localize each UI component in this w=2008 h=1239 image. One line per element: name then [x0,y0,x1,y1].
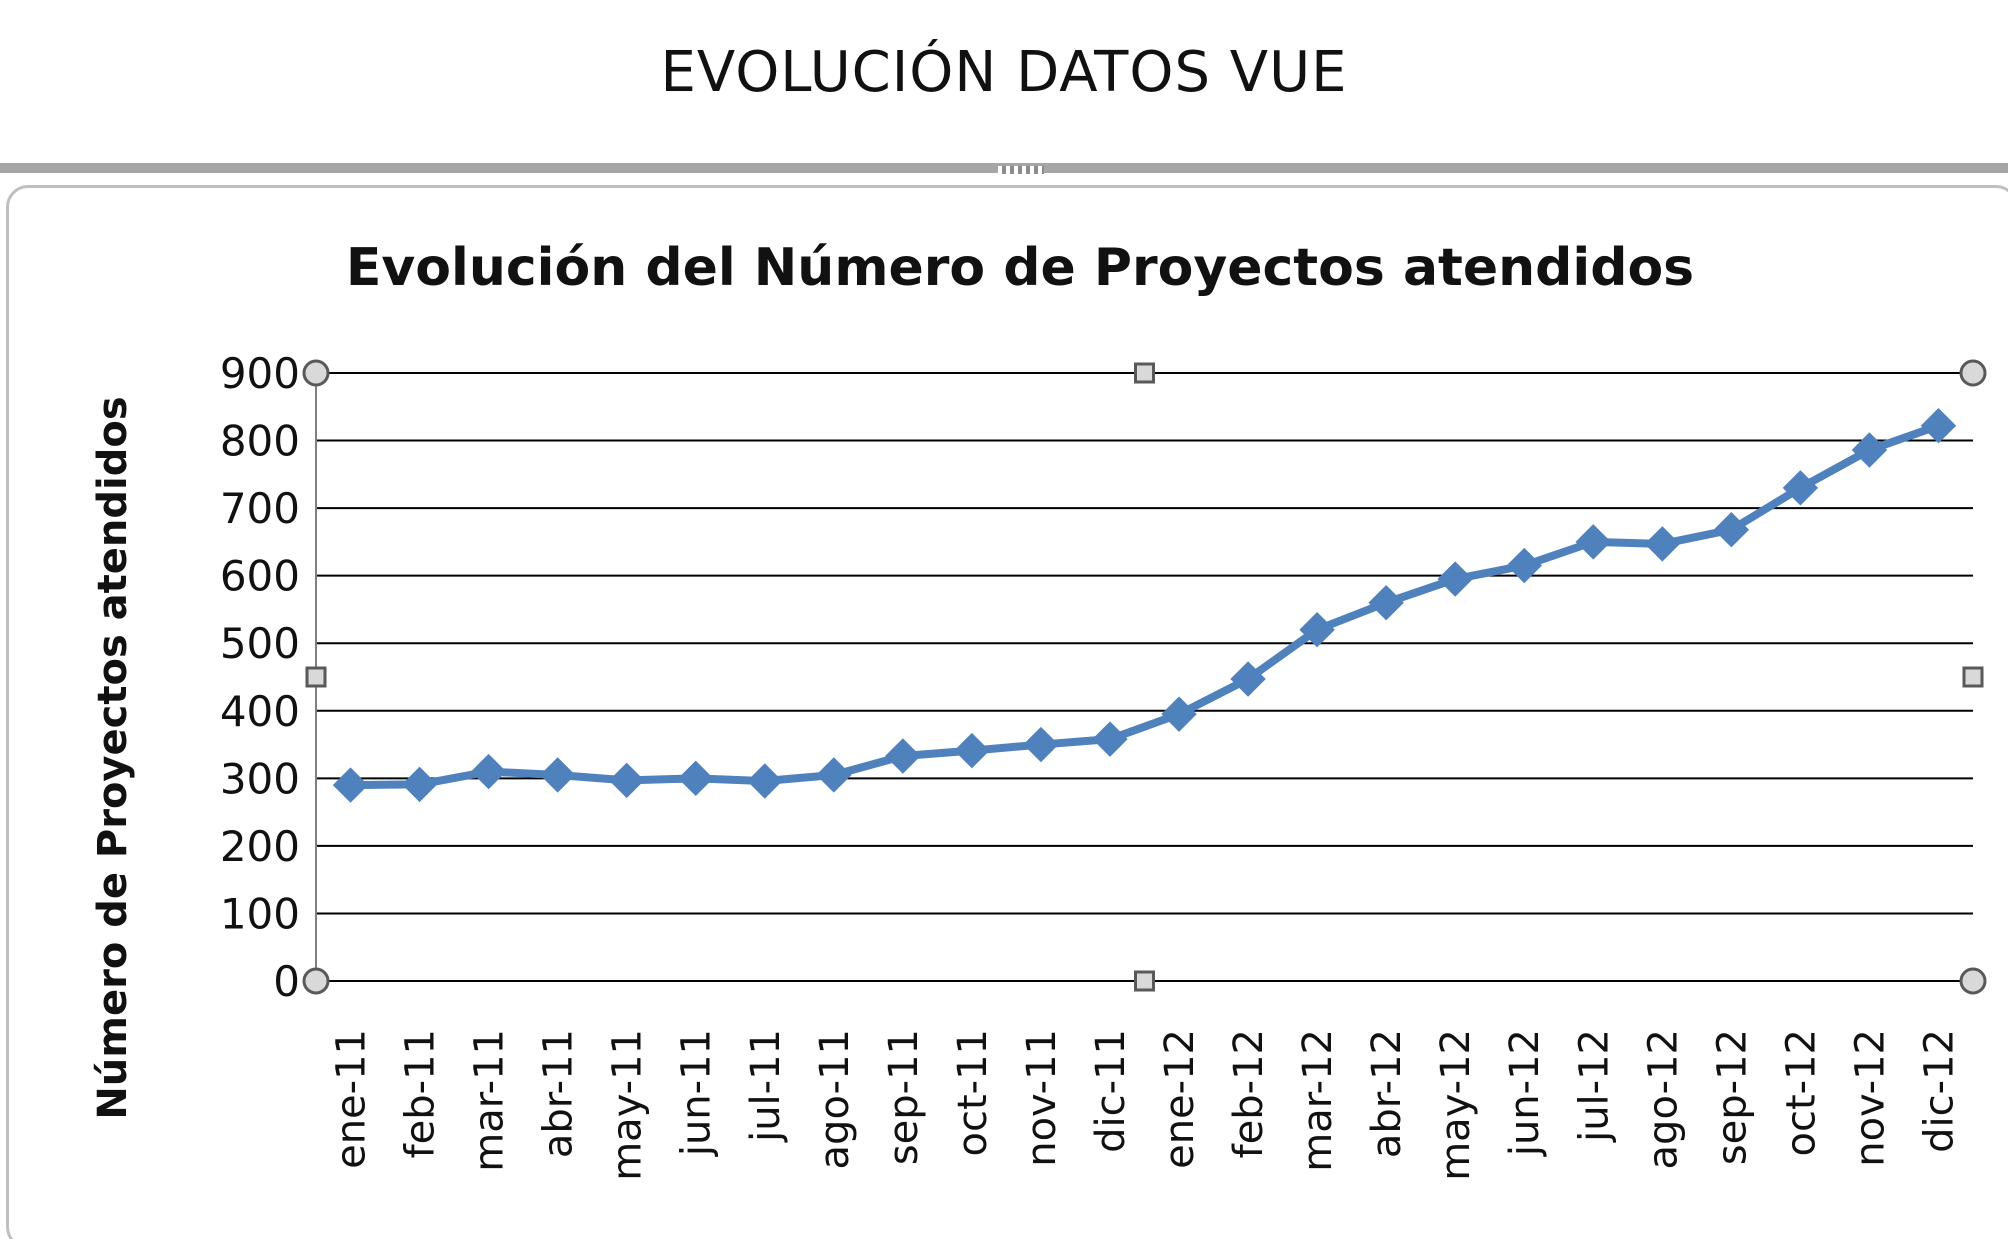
x-tick-label: feb-11 [398,1029,444,1158]
data-point [747,763,783,799]
data-point [1575,524,1611,560]
resize-handle-edge[interactable] [1962,666,1984,688]
y-tick-label: 700 [220,484,300,533]
x-tick-label: dic-11 [1088,1029,1134,1153]
plot-area-handles[interactable] [302,359,1987,995]
x-tick-label: abr-11 [536,1029,582,1158]
data-point [1368,584,1404,621]
y-axis-ticks: 0 100 200 300 400 500 600 700 800 900 [220,349,300,1006]
data-point [954,732,990,769]
x-tick-label: ene-12 [1157,1029,1203,1169]
data-point [1437,561,1473,597]
y-tick-label: 600 [220,552,300,601]
x-tick-label: mar-12 [1295,1029,1341,1172]
y-axis-label: Número de Proyectos atendidos [90,396,136,1119]
x-tick-label: jun-11 [674,1029,720,1157]
data-point [1161,696,1197,732]
x-tick-label: oct-12 [1778,1029,1824,1156]
resize-handle-edge[interactable] [305,666,327,688]
data-point [539,757,576,793]
x-tick-label: jul-12 [1571,1029,1617,1143]
x-tick-label: ene-11 [329,1029,375,1169]
resize-handle-edge[interactable] [1134,362,1155,384]
data-point [470,753,507,790]
x-tick-label: sep-12 [1709,1029,1755,1165]
x-axis-ticks: ene-11 feb-11 mar-11 abr-11 may-11 jun-11 jul-… [329,1029,1963,1181]
y-tick-label: 800 [220,417,300,466]
x-tick-label: jul-11 [743,1029,789,1143]
x-tick-label: mar-11 [467,1029,513,1172]
x-tick-label: feb-12 [1226,1029,1272,1158]
data-point [1506,547,1542,584]
x-tick-label: nov-12 [1847,1029,1893,1167]
data-point [1023,726,1059,763]
resize-handle-edge[interactable] [1134,970,1155,992]
data-point [332,767,369,803]
chart-title: Evolución del Número de Proyectos atendi… [346,238,1694,298]
x-tick-label: may-12 [1433,1029,1479,1181]
resize-handle-corner[interactable] [302,359,330,387]
data-point [1851,432,1888,468]
y-tick-label: 300 [220,754,300,803]
chart-container[interactable] [0,163,2008,1239]
data-point [1713,512,1750,548]
x-tick-label: ago-11 [812,1029,858,1169]
y-tick-label: 0 [273,957,300,1006]
x-tick-label: ago-12 [1640,1029,1686,1169]
data-point [1782,470,1819,506]
y-tick-label: 900 [220,349,300,398]
resize-handle-corner[interactable] [1959,359,1987,387]
data-point [678,760,714,797]
data-point [401,766,438,803]
y-tick-label: 500 [220,619,300,668]
chart-area [6,185,2008,1239]
resize-handle-corner[interactable] [1959,967,1987,995]
series-line [346,421,1943,790]
resize-handle-corner[interactable] [302,967,330,995]
data-point [1920,407,1957,444]
x-tick-label: may-11 [605,1029,651,1181]
data-point [885,738,921,774]
data-point [608,762,645,799]
x-tick-label: dic-12 [1916,1029,1962,1153]
data-point [1644,526,1681,562]
x-tick-label: oct-11 [950,1029,996,1156]
data-point [1299,612,1335,648]
y-tick-label: 100 [220,889,300,938]
x-tick-label: nov-11 [1019,1029,1065,1167]
data-point [1230,661,1266,697]
y-tick-label: 200 [220,822,300,871]
page-title: EVOLUCIÓN DATOS VUE [660,40,1348,105]
data-point [816,757,852,793]
x-tick-label: sep-11 [881,1029,927,1165]
resize-grip-icon[interactable] [998,166,1044,174]
x-tick-label: jun-12 [1502,1029,1548,1157]
series [332,407,1957,803]
gridlines [315,372,1973,982]
data-point [1092,721,1128,757]
x-tick-label: abr-12 [1364,1029,1410,1158]
y-tick-label: 400 [220,687,300,736]
